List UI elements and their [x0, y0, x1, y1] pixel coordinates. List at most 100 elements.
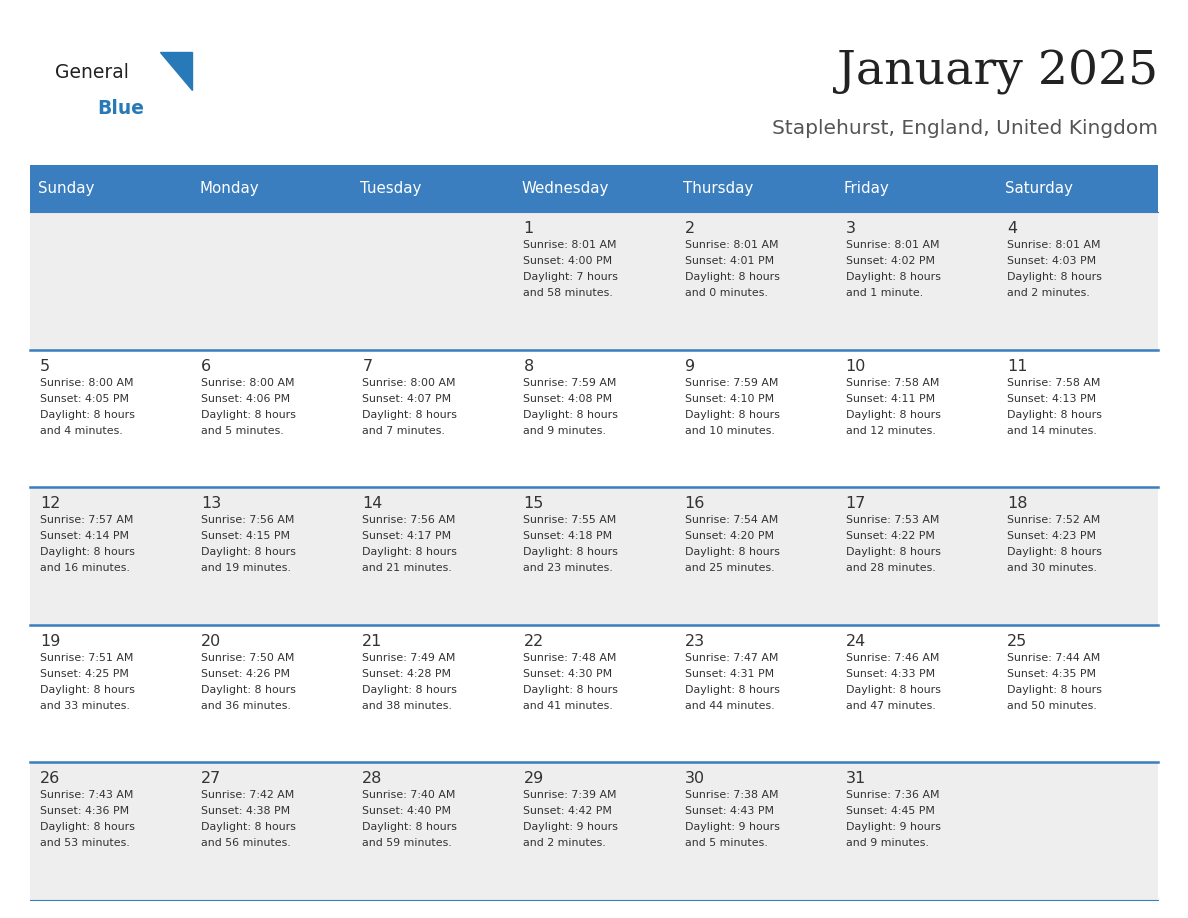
Text: and 58 minutes.: and 58 minutes. — [524, 288, 613, 298]
Text: Sunrise: 8:01 AM: Sunrise: 8:01 AM — [684, 240, 778, 250]
Text: and 56 minutes.: and 56 minutes. — [201, 838, 291, 848]
Text: Daylight: 8 hours: Daylight: 8 hours — [40, 823, 135, 833]
Text: 10: 10 — [846, 359, 866, 374]
Text: and 30 minutes.: and 30 minutes. — [1007, 564, 1097, 573]
Text: Sunrise: 7:39 AM: Sunrise: 7:39 AM — [524, 790, 617, 800]
Text: Sunrise: 8:00 AM: Sunrise: 8:00 AM — [362, 377, 456, 387]
Text: Daylight: 8 hours: Daylight: 8 hours — [524, 547, 619, 557]
Text: and 28 minutes.: and 28 minutes. — [846, 564, 935, 573]
Text: Sunrise: 7:54 AM: Sunrise: 7:54 AM — [684, 515, 778, 525]
Text: 8: 8 — [524, 359, 533, 374]
Text: Sunset: 4:28 PM: Sunset: 4:28 PM — [362, 669, 451, 678]
Bar — [997, 165, 1158, 212]
Text: Sunrise: 8:01 AM: Sunrise: 8:01 AM — [846, 240, 940, 250]
Text: Sunrise: 7:53 AM: Sunrise: 7:53 AM — [846, 515, 939, 525]
Text: Daylight: 9 hours: Daylight: 9 hours — [684, 823, 779, 833]
Text: Sunset: 4:43 PM: Sunset: 4:43 PM — [684, 806, 773, 816]
Text: Daylight: 8 hours: Daylight: 8 hours — [1007, 409, 1101, 420]
Text: Sunrise: 7:40 AM: Sunrise: 7:40 AM — [362, 790, 456, 800]
Text: 25: 25 — [1007, 633, 1028, 649]
Text: Sunrise: 7:56 AM: Sunrise: 7:56 AM — [201, 515, 295, 525]
Text: 23: 23 — [684, 633, 704, 649]
Text: Sunset: 4:42 PM: Sunset: 4:42 PM — [524, 806, 612, 816]
Text: and 9 minutes.: and 9 minutes. — [524, 426, 606, 436]
Text: 15: 15 — [524, 497, 544, 511]
Text: and 16 minutes.: and 16 minutes. — [40, 564, 129, 573]
Text: 29: 29 — [524, 771, 544, 787]
Text: 6: 6 — [201, 359, 211, 374]
Text: and 12 minutes.: and 12 minutes. — [846, 426, 935, 436]
Text: Sunrise: 7:49 AM: Sunrise: 7:49 AM — [362, 653, 456, 663]
Text: Sunset: 4:33 PM: Sunset: 4:33 PM — [846, 669, 935, 678]
Text: Sunset: 4:26 PM: Sunset: 4:26 PM — [201, 669, 290, 678]
Text: Sunrise: 7:55 AM: Sunrise: 7:55 AM — [524, 515, 617, 525]
Text: Daylight: 8 hours: Daylight: 8 hours — [40, 685, 135, 695]
Text: Sunset: 4:08 PM: Sunset: 4:08 PM — [524, 394, 613, 404]
Text: and 19 minutes.: and 19 minutes. — [201, 564, 291, 573]
Text: Sunset: 4:40 PM: Sunset: 4:40 PM — [362, 806, 451, 816]
Text: 19: 19 — [40, 633, 61, 649]
Bar — [30, 350, 1158, 487]
Text: and 7 minutes.: and 7 minutes. — [362, 426, 446, 436]
Text: Sunrise: 7:59 AM: Sunrise: 7:59 AM — [524, 377, 617, 387]
Text: Daylight: 8 hours: Daylight: 8 hours — [684, 272, 779, 282]
Text: Sunrise: 7:44 AM: Sunrise: 7:44 AM — [1007, 653, 1100, 663]
Text: Sunset: 4:18 PM: Sunset: 4:18 PM — [524, 532, 613, 542]
Text: Sunset: 4:36 PM: Sunset: 4:36 PM — [40, 806, 129, 816]
Bar — [191, 165, 353, 212]
Text: 3: 3 — [846, 221, 855, 236]
Text: Daylight: 8 hours: Daylight: 8 hours — [40, 547, 135, 557]
Text: and 36 minutes.: and 36 minutes. — [201, 700, 291, 711]
Text: and 4 minutes.: and 4 minutes. — [40, 426, 122, 436]
Text: 24: 24 — [846, 633, 866, 649]
Text: and 21 minutes.: and 21 minutes. — [362, 564, 453, 573]
Text: Tuesday: Tuesday — [360, 181, 422, 196]
Text: and 9 minutes.: and 9 minutes. — [846, 838, 929, 848]
Text: 5: 5 — [40, 359, 50, 374]
Text: 13: 13 — [201, 497, 221, 511]
Text: Sunset: 4:31 PM: Sunset: 4:31 PM — [684, 669, 773, 678]
Text: Sunrise: 7:57 AM: Sunrise: 7:57 AM — [40, 515, 133, 525]
Text: 7: 7 — [362, 359, 372, 374]
Text: Daylight: 8 hours: Daylight: 8 hours — [846, 272, 941, 282]
Text: Sunrise: 7:43 AM: Sunrise: 7:43 AM — [40, 790, 133, 800]
Text: Daylight: 8 hours: Daylight: 8 hours — [362, 547, 457, 557]
Text: Sunset: 4:20 PM: Sunset: 4:20 PM — [684, 532, 773, 542]
Text: Sunset: 4:25 PM: Sunset: 4:25 PM — [40, 669, 128, 678]
Text: Sunset: 4:02 PM: Sunset: 4:02 PM — [846, 256, 935, 266]
Text: 14: 14 — [362, 497, 383, 511]
Text: and 41 minutes.: and 41 minutes. — [524, 700, 613, 711]
Text: Sunrise: 7:42 AM: Sunrise: 7:42 AM — [201, 790, 295, 800]
Text: Sunrise: 7:58 AM: Sunrise: 7:58 AM — [1007, 377, 1100, 387]
Text: and 5 minutes.: and 5 minutes. — [201, 426, 284, 436]
Text: and 23 minutes.: and 23 minutes. — [524, 564, 613, 573]
Text: Sunset: 4:10 PM: Sunset: 4:10 PM — [684, 394, 773, 404]
Text: and 10 minutes.: and 10 minutes. — [684, 426, 775, 436]
Text: Sunset: 4:35 PM: Sunset: 4:35 PM — [1007, 669, 1095, 678]
Text: Sunset: 4:13 PM: Sunset: 4:13 PM — [1007, 394, 1097, 404]
Text: and 5 minutes.: and 5 minutes. — [684, 838, 767, 848]
Text: Sunset: 4:07 PM: Sunset: 4:07 PM — [362, 394, 451, 404]
Text: and 59 minutes.: and 59 minutes. — [362, 838, 453, 848]
Bar — [835, 165, 997, 212]
Text: Sunset: 4:22 PM: Sunset: 4:22 PM — [846, 532, 935, 542]
Text: 28: 28 — [362, 771, 383, 787]
Text: Sunset: 4:01 PM: Sunset: 4:01 PM — [684, 256, 773, 266]
Text: Daylight: 8 hours: Daylight: 8 hours — [684, 685, 779, 695]
Text: Sunset: 4:03 PM: Sunset: 4:03 PM — [1007, 256, 1097, 266]
Text: and 25 minutes.: and 25 minutes. — [684, 564, 775, 573]
Bar — [30, 487, 1158, 625]
Bar — [513, 165, 675, 212]
Text: Sunrise: 7:58 AM: Sunrise: 7:58 AM — [846, 377, 939, 387]
Text: Sunset: 4:05 PM: Sunset: 4:05 PM — [40, 394, 129, 404]
Text: Sunrise: 7:50 AM: Sunrise: 7:50 AM — [201, 653, 295, 663]
Text: Sunset: 4:38 PM: Sunset: 4:38 PM — [201, 806, 290, 816]
Text: Sunrise: 8:01 AM: Sunrise: 8:01 AM — [1007, 240, 1100, 250]
Text: 20: 20 — [201, 633, 221, 649]
Text: Daylight: 7 hours: Daylight: 7 hours — [524, 272, 619, 282]
Text: Daylight: 8 hours: Daylight: 8 hours — [362, 409, 457, 420]
Text: and 14 minutes.: and 14 minutes. — [1007, 426, 1097, 436]
Text: Daylight: 8 hours: Daylight: 8 hours — [684, 409, 779, 420]
Text: Daylight: 8 hours: Daylight: 8 hours — [846, 547, 941, 557]
Text: Sunrise: 7:52 AM: Sunrise: 7:52 AM — [1007, 515, 1100, 525]
